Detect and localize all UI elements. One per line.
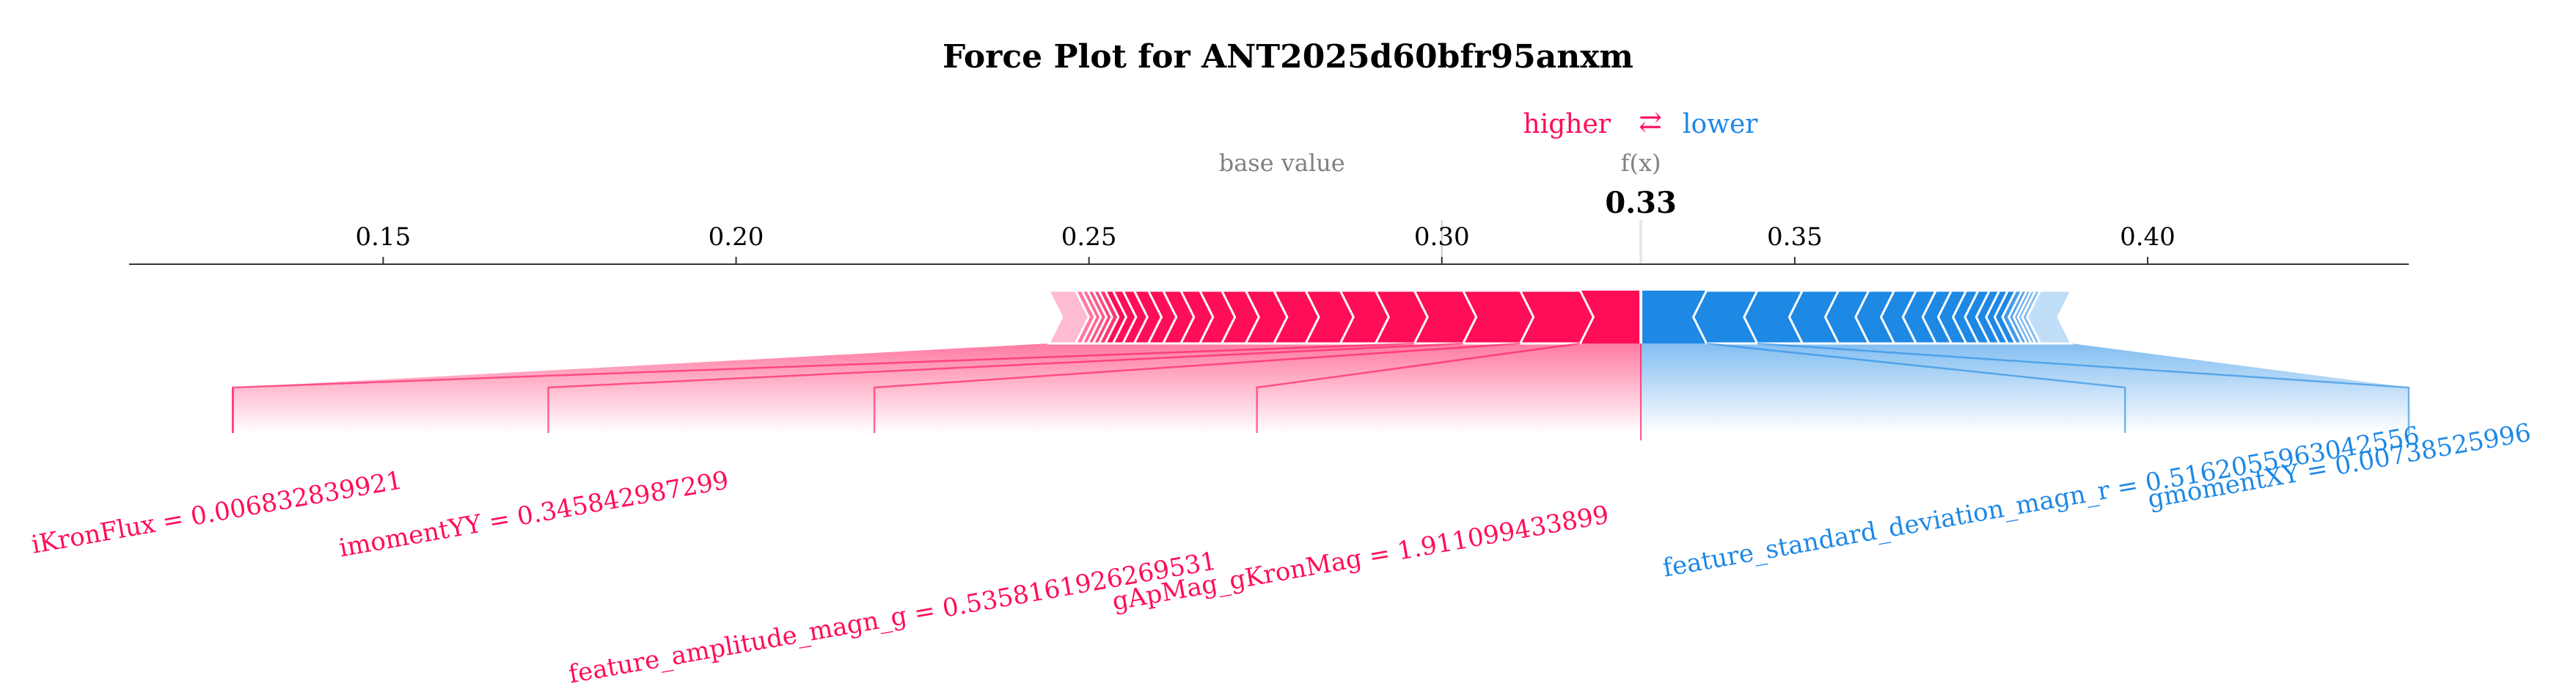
force-bars	[1047, 289, 2074, 345]
x-axis: 0.15 0.20 0.25 0.30 0.35 0.40	[129, 222, 2409, 265]
label-connectors	[232, 342, 2410, 440]
legend: higher ⇄ lower	[1523, 106, 1759, 139]
negative-fill	[1641, 343, 2409, 433]
positive-connector-1	[873, 342, 1521, 433]
legend-arrow-icon: ⇄	[1639, 106, 1662, 138]
x-tick-label-4: 0.35	[1767, 222, 1823, 252]
base-value-label: base value	[1219, 149, 1345, 177]
negative-bar-20	[2026, 289, 2074, 345]
output-value-marker: f(x) 0.33	[1605, 149, 1677, 264]
positive-connector-0	[1256, 342, 1581, 433]
fx-value: 0.33	[1605, 186, 1676, 220]
positive-fill	[233, 343, 1642, 433]
feature-labels: gApMag_gKronMag = 1.911099433899feature_…	[29, 418, 2533, 684]
positive-connector-2	[547, 342, 1463, 433]
base-value-marker: base value	[1219, 149, 1443, 264]
label-fills	[233, 343, 2409, 433]
fx-label: f(x)	[1621, 149, 1661, 177]
chart-title: Force Plot for ANT2025d60bfr95anxm	[943, 38, 1633, 76]
negative-bar-0	[1641, 291, 1707, 343]
x-tick-label-3: 0.30	[1414, 222, 1470, 252]
positive-bar-0	[1580, 291, 1642, 343]
negative-feature-label-0: feature_standard_deviation_magn_r = 0.51…	[1661, 421, 2422, 583]
x-tick-label-2: 0.25	[1061, 222, 1117, 252]
x-tick-label-5: 0.40	[2120, 222, 2176, 252]
x-tick-label-0: 0.15	[356, 222, 411, 252]
negative-connector-1	[1757, 342, 2410, 433]
negative-connector-0	[1706, 342, 2126, 433]
legend-higher: higher	[1523, 109, 1611, 139]
x-tick-label-1: 0.20	[709, 222, 764, 252]
legend-lower: lower	[1683, 109, 1758, 139]
positive-bar-23	[1047, 289, 1091, 345]
